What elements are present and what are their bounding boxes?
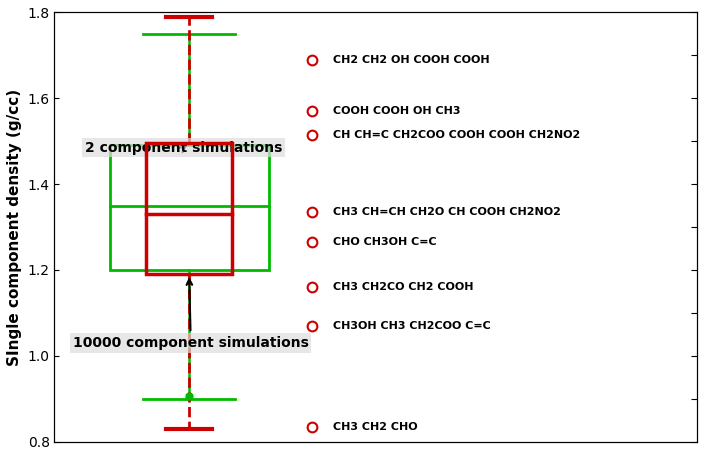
Bar (110, 145, 269, 270)
Text: CH CH=C CH2COO COOH COOH CH2NO2: CH CH=C CH2COO COOH COOH CH2NO2 (333, 130, 580, 140)
Bar (146, 143, 232, 274)
Text: COOH COOH OH CH3: COOH COOH OH CH3 (333, 106, 460, 116)
Text: 2 component simulations: 2 component simulations (85, 141, 282, 154)
Text: CHO CH3OH C=C: CHO CH3OH C=C (333, 237, 436, 247)
Text: CH2 CH2 OH COOH COOH: CH2 CH2 OH COOH COOH (333, 55, 489, 64)
Y-axis label: SIngle component density (g/cc): SIngle component density (g/cc) (7, 89, 22, 366)
Text: CH3 CH2 CHO: CH3 CH2 CHO (333, 421, 417, 431)
Text: CH3 CH=CH CH2O CH COOH CH2NO2: CH3 CH=CH CH2O CH COOH CH2NO2 (333, 207, 561, 217)
Text: CH3 CH2CO CH2 COOH: CH3 CH2CO CH2 COOH (333, 282, 473, 292)
Text: CH3OH CH3 CH2COO C=C: CH3OH CH3 CH2COO C=C (333, 321, 491, 331)
Text: 10000 component simulations: 10000 component simulations (73, 279, 309, 350)
